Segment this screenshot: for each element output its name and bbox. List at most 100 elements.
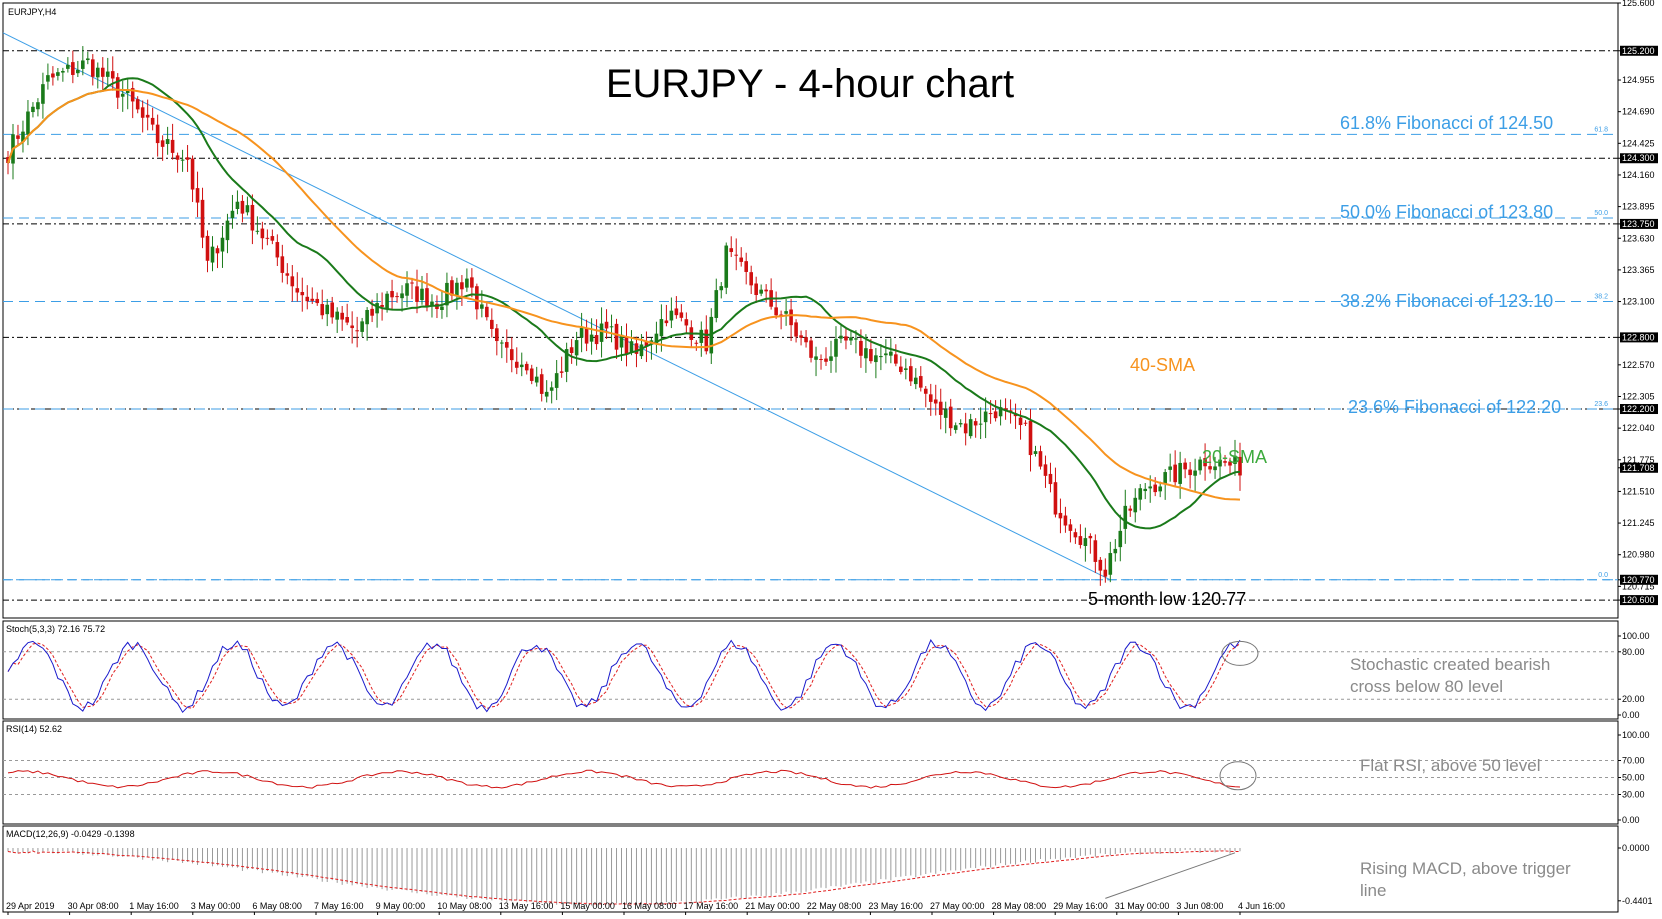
candle-body [145,114,150,118]
candle-body [759,289,763,294]
price-tick-label: 120.715 [1622,581,1655,591]
candle-body [928,394,933,402]
candle-body [684,319,689,326]
candle-body [51,73,55,78]
candle-body [694,342,699,344]
candle-body [644,341,649,347]
candle-body [205,235,210,261]
candle-body [495,328,499,342]
candle-body [1093,540,1098,562]
time-tick-label: 7 May 16:00 [314,901,364,911]
candle-body [195,188,200,203]
candle-body [789,309,793,326]
time-tick-label: 27 May 00:00 [930,901,985,911]
candle-body [943,409,948,418]
candle-body [953,425,958,430]
candle-body [859,340,863,356]
candle-body [180,159,185,161]
candle-body [804,337,808,343]
price-tag [1620,332,1658,343]
candle-body [31,106,35,113]
candle-body [549,387,554,391]
candle-body [325,304,330,315]
fib-label-500: 50.0% Fibonacci of 123.80 [1340,202,1553,222]
rsi-tick-label: 30.00 [1622,790,1645,800]
time-tick-label: 22 May 08:00 [807,901,862,911]
candle-body [280,256,285,273]
candle-body [554,373,559,388]
candle-body [1223,461,1227,463]
candle-body [465,278,469,288]
candle-body [490,319,494,329]
candle-body [380,304,384,307]
time-tick-label: 31 May 00:00 [1115,901,1170,911]
candle-body [220,237,225,252]
candle-body [1088,535,1093,539]
fibonacci-levels: 61.8 50.0 38.2 23.6 0.0 [3,126,1618,581]
price-tick-label: 123.630 [1622,233,1655,243]
candle-body [734,254,739,256]
candle-body [66,64,70,69]
macd-rising-line [1105,852,1236,899]
candle-body [71,62,75,75]
candle-body [36,102,40,110]
candle-body [125,89,130,93]
low-label: 5-month low 120.77 [1088,589,1246,609]
candle-body [1148,486,1153,489]
candle-body [774,307,778,316]
candle-body [849,337,853,341]
candle-body [165,139,170,145]
candle-body [265,237,270,239]
stoch-title: Stoch(5,3,3) 72.16 75.72 [6,624,105,634]
candle-body [46,75,50,82]
candle-body [529,368,534,381]
candle-body [1078,536,1083,545]
rsi-tick-label: 100.00 [1622,730,1650,740]
macd-title: MACD(12,26,9) -0.0429 -0.1398 [6,829,135,839]
candle-body [844,336,848,341]
candle-body [584,327,589,344]
candle-body [315,298,320,304]
candle-body [260,228,265,239]
candle-body [235,201,240,210]
candle-body [290,276,295,287]
time-tick-label: 29 Apr 2019 [6,901,55,911]
candle-body [884,353,888,356]
candle-body [21,131,25,142]
candle-body [1123,505,1128,529]
price-tick-label: 124.300 [1622,153,1655,163]
candle-body [899,366,903,372]
candle-body [894,354,898,364]
candle-body [1143,488,1148,492]
candle-body [784,311,788,314]
candle-body [470,277,474,288]
candle-body [889,351,893,356]
price-tick-label: 123.895 [1622,202,1655,212]
time-tick-label: 23 May 16:00 [868,901,923,911]
candle-body [1183,462,1187,470]
price-tag [1620,595,1658,606]
candle-body [609,326,614,328]
candle-body [764,289,768,292]
price-tick-label: 121.245 [1622,518,1655,528]
candle-body [918,376,923,388]
price-tag [1620,462,1658,473]
price-tick-label: 120.600 [1622,595,1655,605]
candle-body [834,338,838,357]
candle-body [704,329,709,352]
price-tag [1620,218,1658,229]
candle-body [619,334,624,348]
candle-body [340,312,344,320]
candle-body [983,411,988,423]
candle-body [26,111,30,135]
candle-body [504,342,509,348]
time-tick-label: 13 May 16:00 [499,901,554,911]
macd-annotation-line2: line [1360,881,1386,900]
candle-body [410,282,414,284]
macd-group: 0.0000 -0.4401 [7,843,1653,906]
fib-tag: 50.0 [1594,210,1608,217]
candle-body [1163,472,1167,485]
candle-body [923,388,928,394]
price-tick-label: 123.100 [1622,297,1655,307]
candle-body [993,411,998,419]
